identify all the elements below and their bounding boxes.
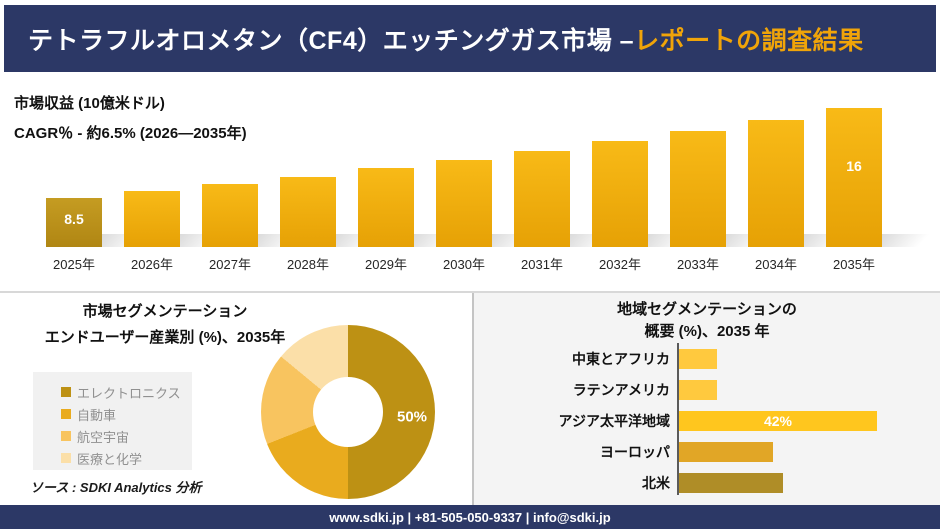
year-axis-label: 2027年 <box>209 257 251 272</box>
regional-chart-axis <box>677 343 679 495</box>
regional-title-line1: 地域セグメンテーションの <box>617 301 797 318</box>
revenue-chart-title: 市場収益 (10億米ドル) <box>14 95 165 112</box>
revenue-bar: 8.5 <box>46 198 102 247</box>
legend-label: 医療と化学 <box>77 451 143 467</box>
revenue-bar-group: 2026年 <box>124 72 228 272</box>
regional-bar <box>679 473 783 493</box>
regional-title-line2: 概要 (%)、2035 年 <box>644 323 770 340</box>
revenue-bar <box>436 160 492 247</box>
regional-bar <box>679 349 717 369</box>
legend-item: 航空宇宙 <box>61 425 192 447</box>
segmentation-title-line2: エンドユーザー産業別 (%)、2035年 <box>44 329 286 346</box>
revenue-bar-group: 8.5 2025年 <box>46 72 150 272</box>
bar-value-label: 16 <box>846 158 862 175</box>
revenue-bar <box>202 184 258 247</box>
revenue-bar <box>670 131 726 247</box>
bar-value-label: 8.5 <box>64 210 84 227</box>
year-axis-label: 2032年 <box>599 257 641 272</box>
revenue-chart-section: 市場収益 (10億米ドル) CAGR％ - 約6.5% (2026―2035年)… <box>0 72 940 291</box>
region-label: 中東とアフリカ <box>572 351 670 367</box>
legend-label: 自動車 <box>77 407 117 423</box>
revenue-bar-group: 2027年 <box>202 72 306 272</box>
revenue-bar <box>592 141 648 247</box>
segmentation-section: 市場セグメンテーション エンドユーザー産業別 (%)、2035年 エレクトロニク… <box>0 293 470 505</box>
revenue-bar-group: 16 2035年 <box>826 72 930 272</box>
year-axis-label: 2029年 <box>365 257 407 272</box>
regional-bar <box>679 380 717 400</box>
revenue-bar <box>358 168 414 247</box>
donut-slice-label: 50% <box>396 408 428 426</box>
revenue-bar: 16 <box>826 108 882 247</box>
revenue-cagr-label: CAGR％ - 約6.5% (2026―2035年) <box>14 125 247 142</box>
legend-swatch-icon <box>61 431 71 441</box>
regional-section: 地域セグメンテーションの 概要 (%)、2035 年 中東とアフリカ ラテンアメリ… <box>472 293 940 505</box>
donut-legend: エレクトロニクス 自動車航空宇宙医療と化学 <box>33 372 192 470</box>
legend-swatch-icon <box>61 453 71 463</box>
revenue-bar <box>124 191 180 247</box>
page-title: テトラフルオロメタン（CF4）エッチングガス市場 –レポートの調査結果 <box>28 21 864 57</box>
page-title-accent: レポートの調査結果 <box>634 26 864 55</box>
regional-bar-row: アジア太平洋地域 42% <box>474 411 940 431</box>
regional-bar-chart: 中東とアフリカ ラテンアメリカアジア太平洋地域 42% ヨーロッパ北米 <box>474 349 940 504</box>
donut-hole <box>313 377 383 447</box>
end-user-donut-chart: 50% <box>261 325 435 499</box>
revenue-bar-chart: 8.5 2025年 2026年 2027年 2028年 2029年 2030年 2031年 20… <box>46 72 930 272</box>
year-axis-label: 2035年 <box>833 257 875 272</box>
footer-contact-text: www.sdki.jp | +81-505-050-9337 | info@sd… <box>329 509 611 525</box>
revenue-bar-group: 2030年 <box>436 72 540 272</box>
regional-bar-row: ラテンアメリカ <box>474 380 940 400</box>
revenue-bar-group: 2034年 <box>748 72 852 272</box>
year-axis-label: 2031年 <box>521 257 563 272</box>
regional-bar: 42% <box>679 411 877 431</box>
legend-item: エレクトロニクス <box>61 381 192 403</box>
regional-bar-row: ヨーロッパ <box>474 442 940 462</box>
revenue-bar-group: 2031年 <box>514 72 618 272</box>
legend-label: エレクトロニクス <box>77 385 181 401</box>
year-axis-label: 2034年 <box>755 257 797 272</box>
page-title-main: テトラフルオロメタン（CF4）エッチングガス市場 – <box>28 26 635 55</box>
revenue-bar-group: 2029年 <box>358 72 462 272</box>
source-note: ソース : SDKI Analytics 分析 <box>30 480 202 495</box>
region-label: 北米 <box>642 475 670 491</box>
revenue-bar <box>748 120 804 247</box>
regional-bar-row: 北米 <box>474 473 940 493</box>
revenue-bar-group: 2032年 <box>592 72 696 272</box>
region-label: ヨーロッパ <box>600 444 670 460</box>
legend-swatch-icon <box>61 387 71 397</box>
regional-bar <box>679 442 773 462</box>
header-banner: テトラフルオロメタン（CF4）エッチングガス市場 –レポートの調査結果 <box>4 5 936 72</box>
revenue-bar <box>280 177 336 247</box>
revenue-bar-group: 2033年 <box>670 72 774 272</box>
year-axis-label: 2026年 <box>131 257 173 272</box>
region-label: ラテンアメリカ <box>572 382 670 398</box>
revenue-bar <box>514 151 570 247</box>
legend-item: 医療と化学 <box>61 447 192 469</box>
legend-item: 自動車 <box>61 403 192 425</box>
segmentation-title-line1: 市場セグメンテーション <box>82 303 248 320</box>
year-axis-label: 2028年 <box>287 257 329 272</box>
region-label: アジア太平洋地域 <box>558 413 670 429</box>
regional-bar-row: 中東とアフリカ <box>474 349 940 369</box>
year-axis-label: 2030年 <box>443 257 485 272</box>
regional-bar-value-label: 42% <box>763 413 793 429</box>
revenue-bar-group: 2028年 <box>280 72 384 272</box>
year-axis-label: 2025年 <box>53 257 95 272</box>
year-axis-label: 2033年 <box>677 257 719 272</box>
legend-label: 航空宇宙 <box>77 429 130 445</box>
legend-swatch-icon <box>61 409 71 419</box>
footer-bar: www.sdki.jp | +81-505-050-9337 | info@sd… <box>0 505 940 529</box>
section-divider <box>0 291 940 293</box>
